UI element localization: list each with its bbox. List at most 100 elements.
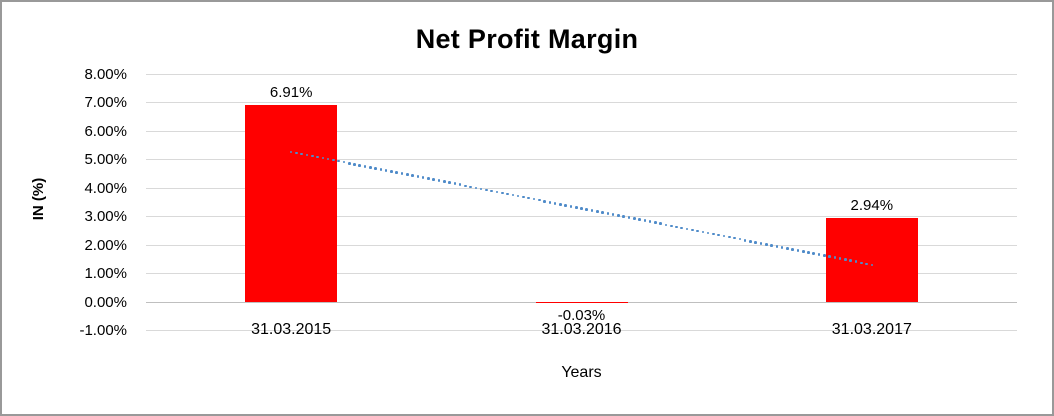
trendline-dot xyxy=(321,156,325,160)
trendline-dot xyxy=(685,227,689,231)
trendline-dot xyxy=(369,166,372,169)
trendline-dot xyxy=(353,162,356,166)
y-axis-title: IN (%) xyxy=(30,177,47,221)
trendline-dot xyxy=(722,234,726,238)
trendline-dot xyxy=(300,152,304,156)
trendline-dot xyxy=(442,180,446,183)
gridline xyxy=(146,330,1017,331)
trendline-dot xyxy=(532,197,536,201)
bar-data-label: 2.94% xyxy=(850,196,894,214)
trendline-dot xyxy=(764,243,768,246)
bar-31.03.2017 xyxy=(825,217,918,302)
trendline-dot xyxy=(580,207,583,210)
trendline-dot xyxy=(337,159,340,163)
trendline-dot xyxy=(427,177,430,180)
trendline-dot xyxy=(749,239,752,243)
bar-data-label: -0.03% xyxy=(557,306,606,324)
trendline-dot xyxy=(648,220,652,224)
trendline-dot xyxy=(527,196,530,200)
trendline-dot xyxy=(791,248,794,251)
trendline-dot xyxy=(421,176,425,179)
trendline-dot xyxy=(596,210,599,213)
trendline-dot xyxy=(627,216,631,219)
y-tick-label: 8.00% xyxy=(84,66,127,83)
trendline-dot xyxy=(849,259,852,263)
trendline-dot xyxy=(680,226,684,230)
trendline-dot xyxy=(342,160,346,164)
trendline-dot xyxy=(823,254,826,257)
trendline-dot xyxy=(828,255,831,258)
x-tick-label: 31.03.2017 xyxy=(831,321,912,338)
trendline-dot xyxy=(543,199,546,203)
bar-data-label: 6.91% xyxy=(269,84,313,101)
trendline-dot xyxy=(601,211,604,214)
gridline xyxy=(146,74,1017,75)
trendline-dot xyxy=(780,246,784,249)
chart-title: Net Profit Margin xyxy=(415,24,639,54)
trendline-dot xyxy=(796,249,800,252)
trendline-dot xyxy=(770,244,773,247)
trendline-dot xyxy=(363,165,367,168)
trendline-dot xyxy=(495,190,499,194)
y-tick-label: 7.00% xyxy=(84,94,127,112)
gridline xyxy=(146,216,1017,218)
trendline-dot xyxy=(305,153,309,157)
trendline-dot xyxy=(458,183,462,187)
trendline-dot xyxy=(310,154,314,158)
gridline xyxy=(146,159,1017,161)
trendline-dot xyxy=(859,261,863,265)
trendline-dot xyxy=(775,245,779,248)
y-tick-label: 5.00% xyxy=(84,151,127,169)
trendline-dot xyxy=(406,173,409,176)
trendline-dot xyxy=(728,235,731,239)
y-tick-label: 2.00% xyxy=(84,236,127,254)
trendline-dot xyxy=(585,208,589,211)
trendline-dot xyxy=(559,202,562,206)
trendline-dot xyxy=(569,205,573,208)
bar-31.03.2015 xyxy=(245,105,338,302)
trendline-dot xyxy=(865,262,868,266)
trendline-dot xyxy=(638,218,641,221)
trendline-dot xyxy=(675,225,678,229)
y-tick-label: -1.00% xyxy=(79,322,127,339)
trendline-dot xyxy=(759,242,763,245)
trendline-dot xyxy=(511,193,515,197)
trendline-dot xyxy=(400,172,404,175)
trendline-dot xyxy=(706,231,710,235)
y-tick-label: 3.00% xyxy=(84,208,127,226)
trendline-dot xyxy=(479,187,483,191)
trendline-dot xyxy=(289,150,293,154)
trendline-dot xyxy=(326,157,330,161)
trendline-dot xyxy=(411,174,414,177)
trendline-dot xyxy=(358,163,362,167)
trendline-dot xyxy=(632,217,636,220)
trendline-dot xyxy=(564,204,567,207)
trendline-dot xyxy=(696,229,699,233)
trendline-dot xyxy=(516,194,520,198)
trendline-dot xyxy=(754,240,757,244)
y-tick-label: 4.00% xyxy=(84,179,127,197)
trendline-dot xyxy=(395,171,399,174)
trendline-dot xyxy=(574,206,578,209)
gridline xyxy=(146,102,1017,104)
y-tick-label: 0.00% xyxy=(84,293,127,311)
trendline-dot xyxy=(801,250,805,253)
gridline xyxy=(146,130,1017,132)
trendline-dot xyxy=(817,253,821,256)
trendline-dot xyxy=(854,260,858,264)
trendline-dot xyxy=(379,168,383,171)
trendline-dot xyxy=(617,214,620,217)
trendline-dot xyxy=(717,233,721,237)
trendline-dot xyxy=(548,200,552,204)
trendline-dot xyxy=(701,230,705,234)
trendline-dot xyxy=(833,256,837,259)
trendline-dot xyxy=(611,213,615,216)
trendline-dot xyxy=(812,252,816,255)
trendline-dot xyxy=(733,236,736,240)
trendline-dot xyxy=(743,238,747,242)
y-tick-label: 6.00% xyxy=(84,122,127,140)
trendline-dot xyxy=(870,263,874,267)
x-tick-label: 31.03.2015 xyxy=(251,321,332,338)
trendline-dot xyxy=(553,201,557,205)
